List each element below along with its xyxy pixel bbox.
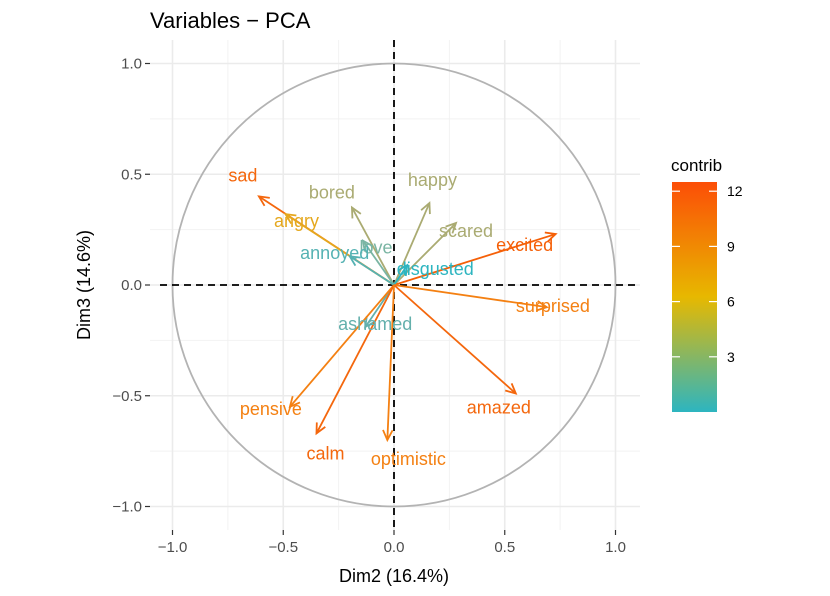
arrowhead-optimistic: [382, 429, 394, 443]
arrow-calm: [315, 284, 395, 434]
y-tick-label: −1.0: [112, 499, 142, 516]
label-sad: sad: [228, 165, 257, 185]
legend-tick-label: 3: [727, 349, 735, 365]
x-tick-label: 0.5: [494, 539, 515, 556]
legend-ticks: 3 6 9 12: [672, 183, 743, 365]
label-excited: excited: [496, 235, 553, 255]
axis-ticks: −1.0 −0.5 0.0 0.5 1.0 −1.0 −0.5 0.0 0.5 1.0: [112, 56, 626, 557]
label-calm: calm: [306, 443, 344, 463]
arrowhead-excited: [544, 231, 558, 243]
x-tick-label: 0.0: [384, 539, 405, 556]
arrowhead-ashamed: [364, 316, 376, 329]
arrow-scared: [393, 222, 457, 286]
label-ashamed: ashamed: [338, 314, 412, 334]
arrowhead-love: [361, 239, 374, 252]
arrow-bored: [351, 207, 395, 286]
arrow-ashamed: [364, 284, 395, 328]
arrowhead-calm: [315, 422, 326, 436]
legend-title: contrib: [671, 156, 722, 175]
label-bored: bored: [309, 182, 355, 202]
arrowhead-annoyed: [347, 255, 361, 267]
label-optimistic: optimistic: [371, 449, 446, 469]
arrowhead-pensive: [288, 395, 301, 409]
label-love: love: [359, 238, 392, 258]
label-surprised: surprised: [516, 296, 590, 316]
label-amazed: amazed: [467, 398, 531, 418]
arrow-surprised: [393, 284, 547, 309]
label-happy: happy: [408, 170, 457, 190]
arrowhead-surprised: [536, 300, 549, 312]
legend-tick-label: 9: [727, 238, 735, 254]
x-tick-label: −0.5: [268, 539, 298, 556]
arrow-optimistic: [386, 284, 395, 441]
legend-tick-label: 6: [727, 294, 735, 310]
label-angry: angry: [274, 211, 319, 231]
variable-arrows: [257, 195, 558, 443]
y-tick-label: 0.5: [121, 166, 142, 183]
arrowhead-scared: [445, 221, 458, 234]
y-tick-label: 1.0: [121, 56, 142, 73]
x-tick-label: −1.0: [158, 539, 188, 556]
arrow-happy: [393, 202, 431, 286]
y-tick-label: −0.5: [112, 388, 142, 405]
x-axis-title: Dim2 (16.4%): [339, 566, 449, 586]
arrowhead-disgusted: [397, 263, 409, 277]
arrowhead-bored: [350, 205, 362, 219]
y-tick-label: 0.0: [121, 277, 142, 294]
arrow-disgusted: [393, 264, 409, 286]
arrowhead-amazed: [504, 383, 518, 395]
label-scared: scared: [439, 221, 493, 241]
chart-title: Variables − PCA: [150, 8, 311, 33]
arrowhead-sad: [257, 195, 270, 207]
label-annoyed: annoyed: [300, 243, 369, 263]
arrowhead-angry: [283, 212, 297, 225]
label-disgusted: disgusted: [397, 259, 474, 279]
legend-tick-label: 12: [727, 183, 743, 199]
label-pensive: pensive: [240, 399, 302, 419]
arrow-pensive: [289, 284, 395, 408]
y-axis-title: Dim3 (14.6%): [74, 230, 94, 340]
arrow-excited: [393, 233, 556, 286]
arrowhead-happy: [420, 201, 431, 215]
x-tick-label: 1.0: [605, 539, 626, 556]
legend-colorbar: [672, 182, 717, 412]
arrow-love: [362, 240, 395, 286]
arrow-annoyed: [349, 255, 395, 286]
arrow-amazed: [393, 284, 517, 395]
